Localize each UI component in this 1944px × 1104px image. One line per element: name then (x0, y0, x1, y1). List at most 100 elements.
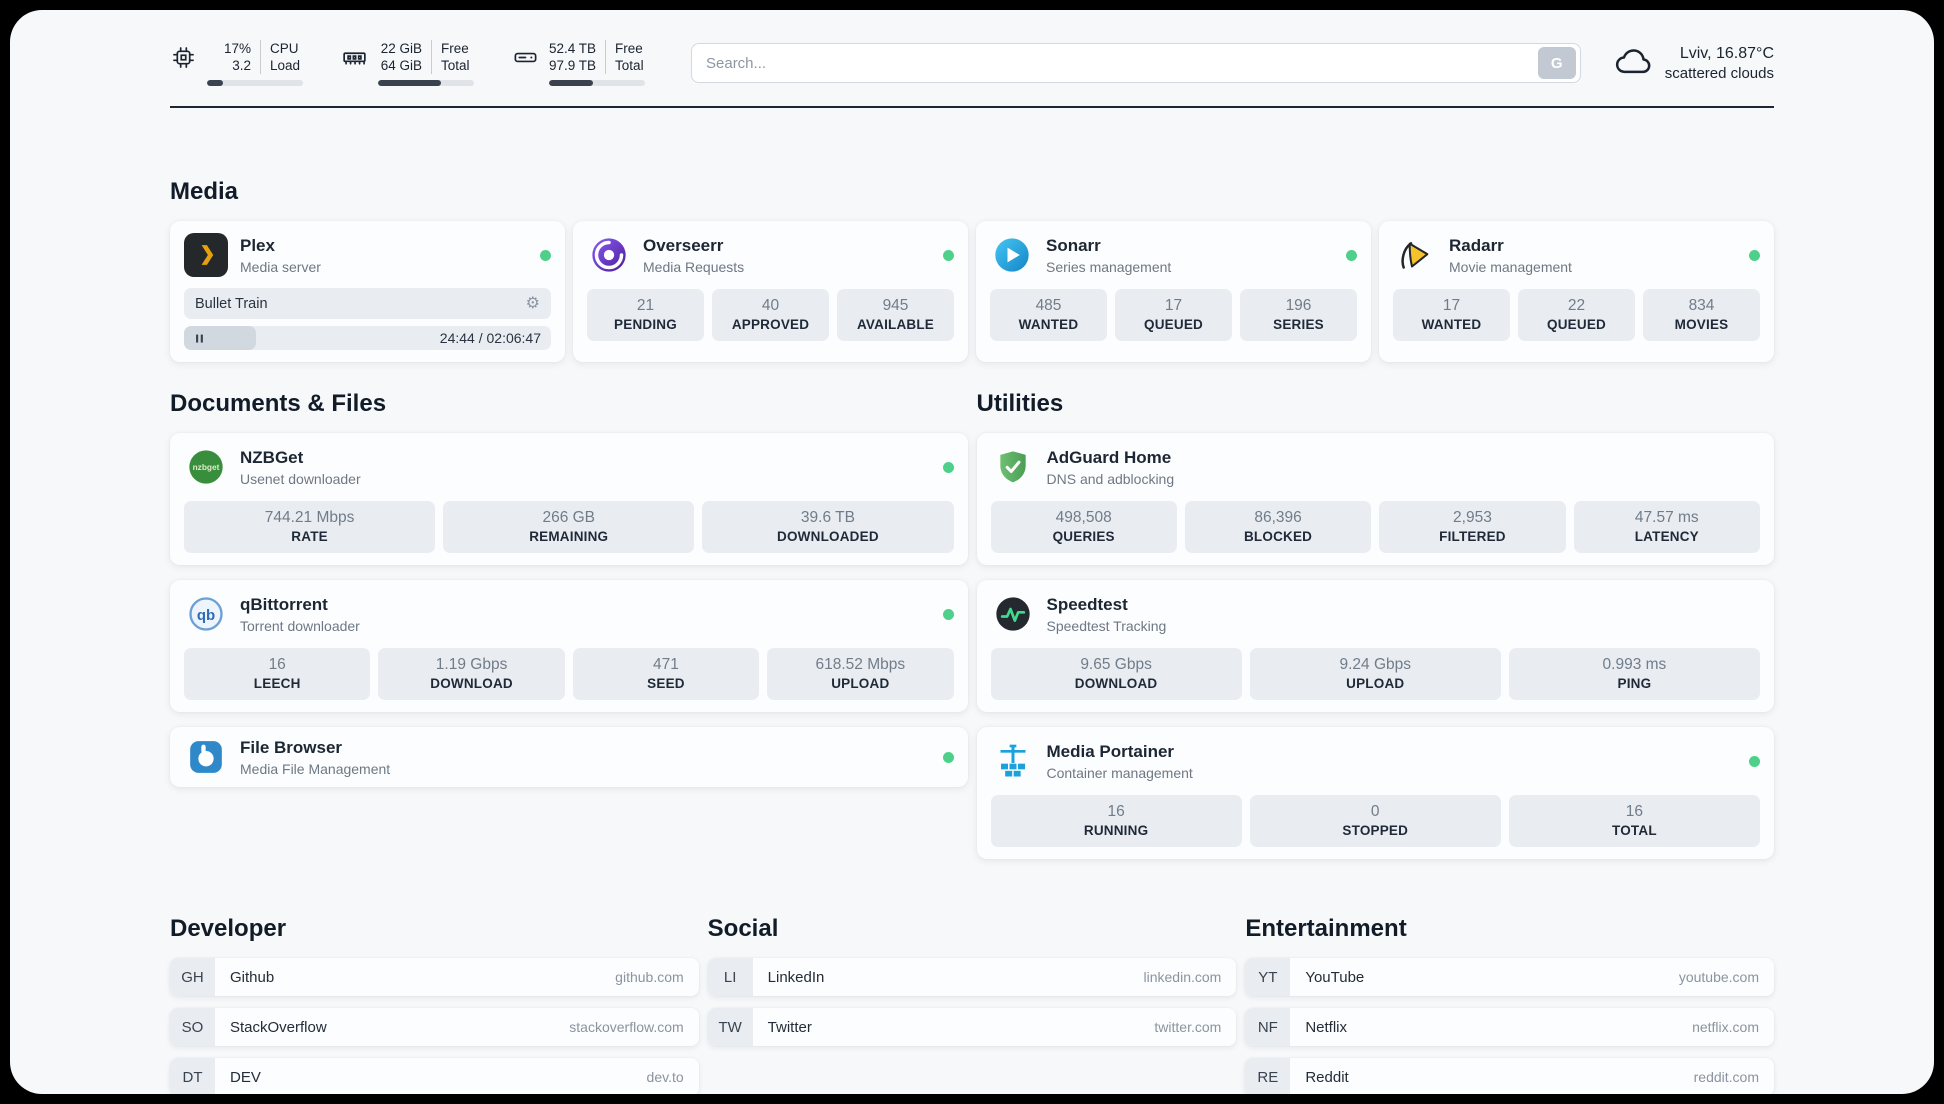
stat-label: QUEUED (1144, 317, 1203, 332)
stat-label: STOPPED (1342, 823, 1409, 838)
stat-value: 618.52 Mbps (815, 656, 906, 673)
stat-label: DOWNLOADED (777, 529, 879, 544)
gear-icon[interactable]: ⚙ (525, 294, 540, 312)
pause-icon[interactable] (192, 331, 207, 346)
disk-widget: 52.4 TB 97.9 TB Free Total (512, 40, 645, 86)
weather-location-temp: Lviv, 16.87°C (1679, 44, 1774, 62)
stat-value: 945 (882, 297, 909, 314)
memory-total-label: Total (441, 58, 470, 73)
bookmark-linkedin[interactable]: LI LinkedIn linkedin.com (707, 958, 1237, 996)
app-card-overseerr[interactable]: Overseerr Media Requests 21 PENDING 40 A… (573, 221, 968, 362)
memory-free: 22 GiB (380, 41, 422, 56)
metric-separator (260, 40, 261, 74)
stat-stopped: 0 STOPPED (1249, 795, 1501, 847)
app-name: NZBGet (240, 447, 304, 467)
status-dot (942, 751, 954, 763)
app-card-plex[interactable]: Plex Media server Bullet Train ⚙ (170, 221, 565, 362)
app-card-portainer[interactable]: Media Portainer Container management 16 … (976, 727, 1774, 859)
app-name: Plex (240, 235, 275, 255)
media-grid: Plex Media server Bullet Train ⚙ (170, 221, 1774, 362)
dashboard-content: 17% 3.2 CPU Load (10, 10, 1934, 1094)
bookmark-twitter[interactable]: TW Twitter twitter.com (707, 1008, 1237, 1046)
documents-stack: nzbget NZBGet Usenet downloader 744.21 M… (170, 433, 968, 787)
cpu-values: 17% 3.2 (207, 40, 251, 74)
stat-latency: 47.57 ms LATENCY (1573, 501, 1760, 553)
svg-text:nzbget: nzbget (193, 462, 220, 472)
overseerr-icon (587, 233, 631, 277)
entertainment-links: YT YouTube youtube.com NF Netflix netfli… (1245, 958, 1774, 1094)
bookmark-reddit[interactable]: RE Reddit reddit.com (1245, 1058, 1774, 1094)
bookmark-url: linkedin.com (1143, 969, 1222, 985)
disk-readout: 52.4 TB 97.9 TB Free Total (549, 40, 645, 86)
playback-time: 24:44 / 02:06:47 (439, 330, 541, 346)
stats-row: 16 LEECH 1.19 Gbps DOWNLOAD 471 SEED (184, 648, 954, 700)
playback-progress-bar[interactable]: 24:44 / 02:06:47 (184, 326, 551, 350)
bookmark-github[interactable]: GH Github github.com (170, 958, 699, 996)
stats-row: 9.65 Gbps DOWNLOAD 9.24 Gbps UPLOAD 0.99… (990, 648, 1760, 700)
status-dot (1346, 249, 1357, 261)
section-entertainment: Entertainment YT YouTube youtube.com NF … (1245, 915, 1774, 1094)
stat-value: 17 (1442, 297, 1461, 314)
metric-separator (431, 40, 432, 74)
bookmark-url: stackoverflow.com (569, 1019, 684, 1035)
stat-label: DOWNLOAD (1074, 676, 1158, 691)
section-title-media: Media (170, 178, 239, 205)
stat-label: FILTERED (1439, 529, 1506, 544)
stat-value: 40 (761, 297, 780, 314)
status-dot (942, 461, 954, 473)
app-card-nzbget[interactable]: nzbget NZBGet Usenet downloader 744.21 M… (170, 433, 968, 565)
stats-row: 485 WANTED 17 QUEUED 196 SERIES (990, 289, 1357, 341)
memory-total: 64 GiB (380, 58, 422, 73)
portainer-icon (991, 739, 1035, 783)
app-subtitle: Torrent downloader (240, 617, 360, 634)
metric-separator (605, 40, 607, 74)
search-bar[interactable]: G (691, 43, 1581, 83)
stat-movies: 834 MOVIES (1643, 289, 1760, 341)
adguard-icon (991, 445, 1035, 489)
app-card-filebrowser[interactable]: File Browser Media File Management (170, 727, 968, 787)
bookmark-stackoverflow[interactable]: SO StackOverflow stackoverflow.com (170, 1008, 699, 1046)
app-card-sonarr[interactable]: Sonarr Series management 485 WANTED 17 Q… (976, 221, 1371, 362)
weather-widget: Lviv, 16.87°C scattered clouds (1613, 41, 1774, 86)
stat-pending: 21 PENDING (587, 289, 704, 341)
section-title-utilities: Utilities (976, 390, 1064, 417)
stat-value: 47.57 ms (1634, 509, 1699, 526)
stats-row: 16 RUNNING 0 STOPPED 16 TOTAL (990, 795, 1760, 847)
stat-label: PING (1617, 676, 1652, 691)
now-playing-row: Bullet Train ⚙ (184, 288, 551, 319)
bookmark-dev[interactable]: DT DEV dev.to (170, 1058, 699, 1094)
memory-readout: 22 GiB 64 GiB Free Total (378, 40, 474, 86)
app-subtitle: Speedtest Tracking (1046, 617, 1167, 634)
stat-wanted: 17 WANTED (1393, 289, 1510, 341)
stat-label: WANTED (1018, 317, 1079, 332)
search-provider-button[interactable]: G (1537, 47, 1576, 79)
stat-download: 9.65 Gbps DOWNLOAD (990, 648, 1242, 700)
stats-row: 744.21 Mbps RATE 266 GB REMAINING 39.6 T… (184, 501, 954, 553)
disk-progress-fill (549, 80, 594, 86)
cpu-load: 3.2 (232, 58, 251, 73)
stat-value: 196 (1285, 297, 1312, 314)
stats-row: 21 PENDING 40 APPROVED 945 AVAILABLE (587, 289, 954, 341)
bookmark-youtube[interactable]: YT YouTube youtube.com (1245, 958, 1774, 996)
stat-approved: 40 APPROVED (712, 289, 829, 341)
cpu-widget: 17% 3.2 CPU Load (170, 40, 303, 86)
section-title-social: Social (707, 915, 779, 942)
section-developer: Developer GH Github github.com SO StackO… (170, 915, 699, 1094)
app-card-adguard[interactable]: AdGuard Home DNS and adblocking 498,508 … (976, 433, 1774, 565)
memory-progress-fill (378, 80, 442, 86)
app-card-qbittorrent[interactable]: qb qBittorrent Torrent downloader 16 (170, 580, 968, 712)
stat-upload: 9.24 Gbps UPLOAD (1249, 648, 1501, 700)
bookmark-netflix[interactable]: NF Netflix netflix.com (1245, 1008, 1774, 1046)
app-card-radarr[interactable]: Radarr Movie management 17 WANTED 22 QUE… (1379, 221, 1774, 362)
memory-progress-bar (378, 80, 474, 86)
app-subtitle: DNS and adblocking (1046, 470, 1175, 487)
stat-label: RUNNING (1083, 823, 1149, 838)
status-dot (1749, 249, 1760, 261)
search-input[interactable] (692, 54, 1538, 72)
app-card-speedtest[interactable]: Speedtest Speedtest Tracking 9.65 Gbps D… (976, 580, 1774, 712)
section-title-entertainment: Entertainment (1245, 915, 1407, 942)
app-subtitle: Movie management (1449, 258, 1572, 275)
app-name: qBittorrent (240, 594, 328, 614)
playback-progress-fill (184, 326, 256, 350)
app-subtitle: Usenet downloader (240, 470, 361, 487)
